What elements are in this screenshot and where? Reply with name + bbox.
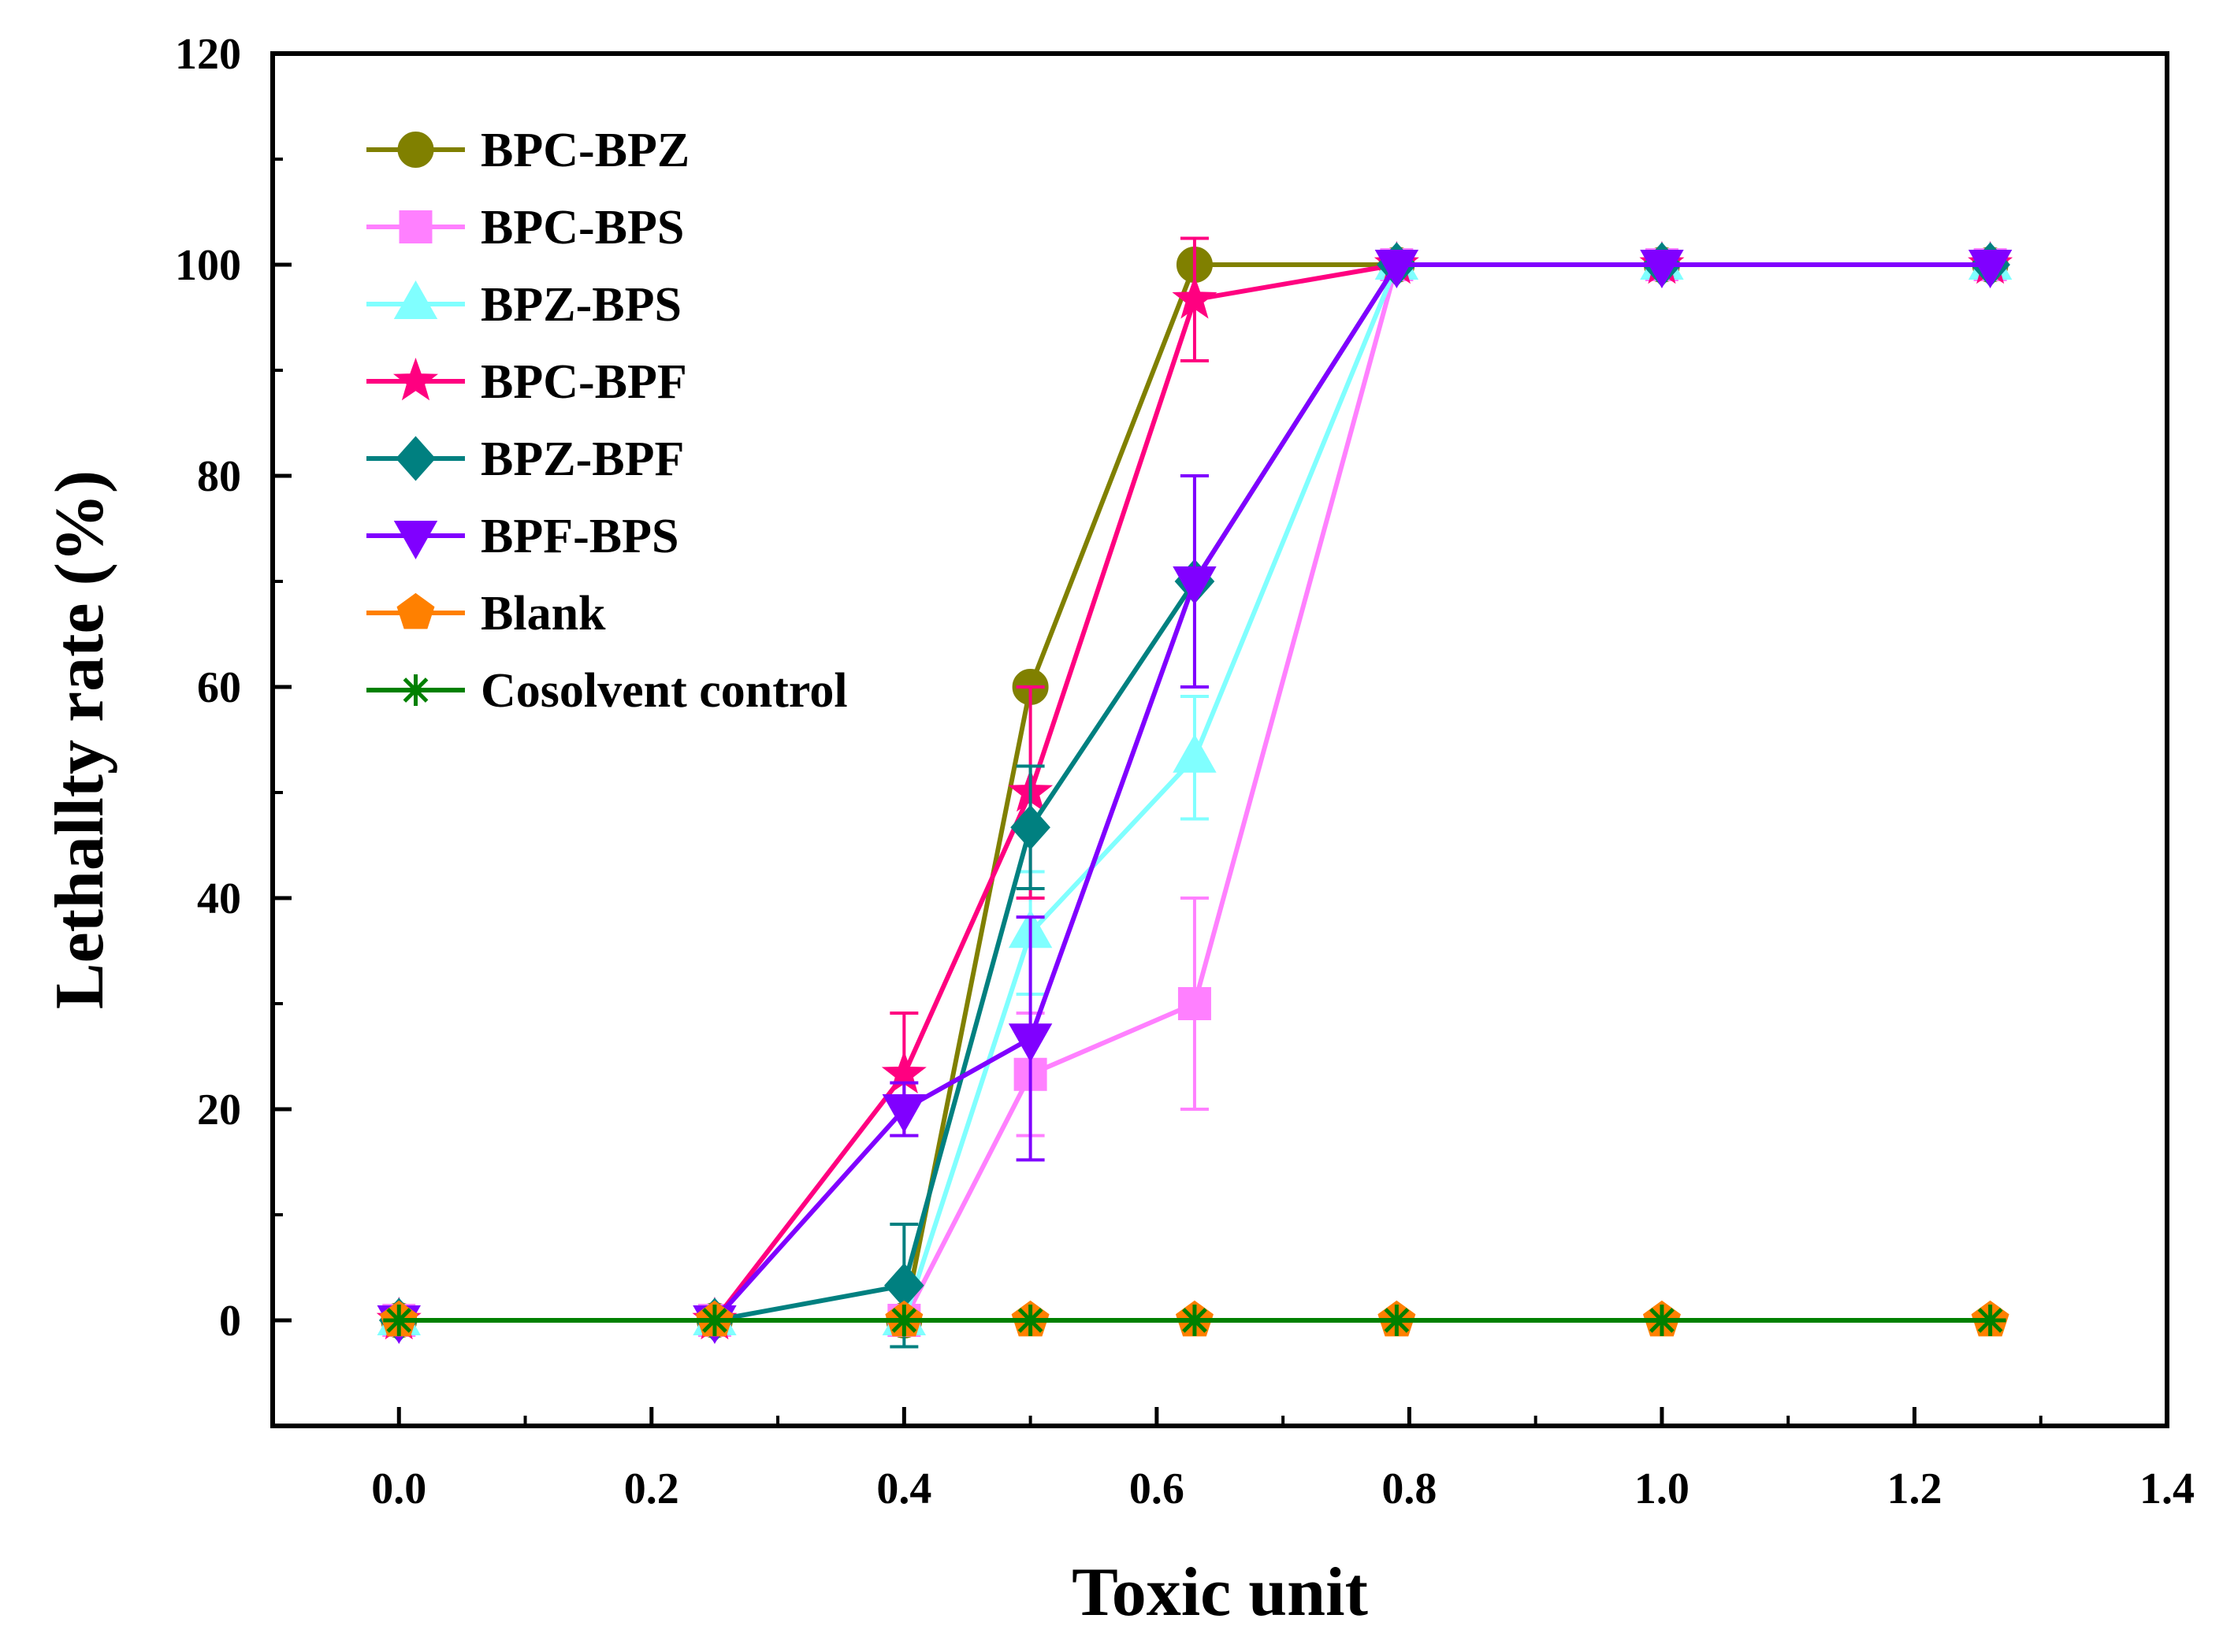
asterisk-stroke (1649, 1308, 1675, 1333)
y-tick-label: 100 (175, 241, 241, 290)
data-point (1172, 276, 1217, 319)
x-axis-title: Toxic unit (1072, 1554, 1368, 1631)
x-tick-label: 0.2 (624, 1465, 679, 1513)
legend-marker (400, 674, 432, 706)
y-tick-label: 80 (197, 452, 241, 501)
legend-label: BPC-BPZ (481, 124, 690, 177)
plot-frame (270, 51, 2169, 1428)
legend-item-cosolvent-control: Cosolvent control (366, 664, 848, 718)
data-point (383, 1305, 415, 1336)
legend-marker (393, 521, 438, 560)
data-point (1178, 1305, 1210, 1336)
legend-item-blank: Blank (366, 587, 606, 640)
x-tick-label: 0.4 (876, 1465, 931, 1513)
x-tick-label: 0.6 (1129, 1465, 1184, 1513)
data-point (1008, 1023, 1053, 1063)
legend-item-bpf-bps: BPF-BPS (366, 510, 678, 563)
x-tick-label: 0.8 (1381, 1465, 1437, 1513)
data-point (1974, 1305, 2006, 1336)
legend-label: Blank (481, 587, 606, 640)
asterisk-stroke (1182, 1308, 1207, 1333)
legend-label: BPZ-BPS (481, 278, 682, 332)
asterisk-stroke (1017, 1308, 1043, 1333)
y-tick-label: 40 (197, 874, 241, 923)
x-tick-label: 0.0 (371, 1465, 426, 1513)
legend: BPC-BPZ BPC-BPS BPZ-BPS BPC-BPF BPZ-BPF BPF-B… (366, 124, 848, 718)
x-tick-label: 1.2 (1887, 1465, 1942, 1513)
plot-series (376, 236, 2013, 1349)
asterisk-stroke (386, 1308, 412, 1333)
legend-item-bpc-bps: BPC-BPS (366, 201, 684, 254)
data-point (1374, 250, 1419, 289)
legend-marker (396, 436, 436, 481)
y-tick-label: 20 (197, 1086, 241, 1134)
legend-label: BPZ-BPF (481, 432, 684, 486)
data-point (1173, 733, 1217, 773)
asterisk-stroke (891, 1308, 917, 1333)
legend-item-bpc-bpz: BPC-BPZ (366, 124, 690, 177)
legend-item-bpz-bpf: BPZ-BPF (366, 432, 684, 486)
data-point (698, 1305, 730, 1336)
legend-item-bpz-bps: BPZ-BPS (366, 278, 682, 332)
data-point (1177, 987, 1211, 1020)
series-cosolvent-control (383, 1305, 2006, 1336)
legend-item-bpc-bpf: BPC-BPF (366, 355, 687, 409)
asterisk-stroke (702, 1308, 727, 1333)
legend-marker (397, 132, 434, 168)
y-tick-label: 60 (197, 663, 241, 712)
data-point (1381, 1305, 1413, 1336)
data-point (888, 1305, 920, 1336)
y-axis-title: Lethallty rate (%) (42, 470, 118, 1009)
data-point (1640, 250, 1684, 289)
data-point (1014, 1305, 1046, 1336)
asterisk-stroke (1977, 1308, 2003, 1333)
y-tick-label: 120 (175, 30, 241, 79)
data-point (882, 1094, 927, 1134)
x-tick-label: 1.0 (1634, 1465, 1690, 1513)
y-tick-label: 0 (219, 1297, 241, 1346)
legend-label: Cosolvent control (481, 664, 848, 718)
legend-marker (393, 280, 438, 319)
x-tick-label: 1.4 (2139, 1465, 2195, 1513)
data-point (1645, 1305, 1678, 1336)
legend-label: BPF-BPS (481, 510, 678, 563)
legend-marker (392, 358, 439, 401)
data-point (1968, 250, 2013, 289)
axes: 0.0 0.2 0.4 0.6 0.8 1.0 1.2 1.4 0 20 40 60 80 100 120 (175, 30, 2195, 1513)
legend-label: BPC-BPF (481, 355, 687, 409)
data-point (1173, 566, 1217, 606)
legend-label: BPC-BPS (481, 201, 684, 254)
legend-marker (399, 210, 433, 243)
legend-marker (396, 592, 435, 629)
asterisk-stroke (1384, 1308, 1410, 1333)
series-line (399, 262, 1991, 1323)
asterisk-stroke (403, 678, 429, 703)
data-point (1010, 804, 1050, 850)
